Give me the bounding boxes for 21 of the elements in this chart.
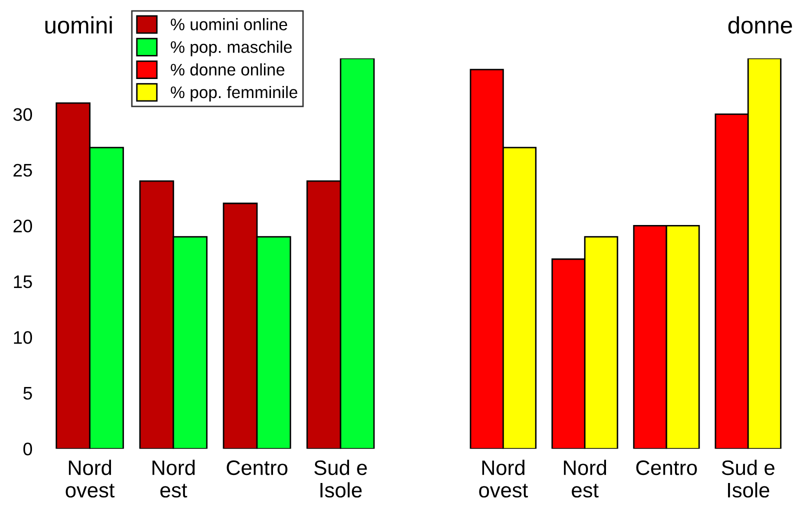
y-tick-label: 10 — [14, 331, 32, 344]
y-tick-label: 5 — [23, 387, 32, 400]
y-tick-label: 15 — [14, 276, 32, 288]
chart-title: uomini — [45, 16, 112, 34]
x-tick-label: Sud e Isole — [722, 460, 774, 498]
legend-label: % pop. maschile — [170, 40, 292, 56]
x-tick-label: Centro — [226, 460, 288, 476]
legend-label: % pop. femminile — [170, 86, 298, 102]
y-tick-label: 0 — [23, 442, 32, 456]
y-tick-label: 25 — [14, 164, 32, 177]
x-tick-label: Nord est — [564, 460, 606, 498]
y-tick-label: 20 — [14, 220, 32, 232]
chart-title: donne — [728, 16, 792, 34]
y-tick-label: 30 — [13, 108, 32, 121]
legend-label: % donne online — [170, 63, 284, 76]
x-tick-label: Centro — [636, 460, 697, 476]
legend-label: % uomini online — [170, 18, 288, 30]
x-tick-label: Sud e Isole — [314, 460, 367, 498]
x-tick-label: Nord est — [152, 460, 195, 498]
x-tick-label: Nord ovest — [479, 460, 528, 498]
x-tick-label: Nord ovest — [66, 460, 115, 498]
